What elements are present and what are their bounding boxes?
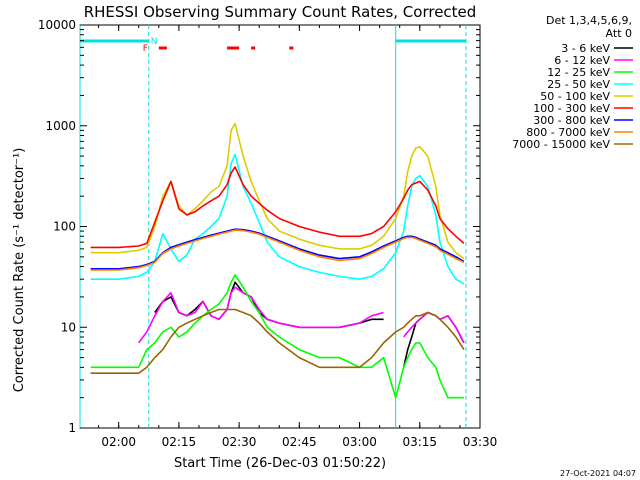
legend-entry-label: 50 - 100 keV <box>540 90 610 103</box>
legend-entry-label: 100 - 300 keV <box>533 102 610 115</box>
x-tick-label: 02:30 <box>222 435 257 449</box>
legend-header-line: Det 1,3,4,5,6,9, <box>546 14 632 27</box>
y-tick-label: 100 <box>53 220 76 234</box>
series-line-8 <box>90 308 465 374</box>
x-axis-label: Start Time (26-Dec-03 01:50:22) <box>174 456 386 471</box>
legend-header-line: Att 0 <box>606 27 632 40</box>
y-tick-label: 1 <box>68 421 76 435</box>
x-tick-label: 02:15 <box>162 435 197 449</box>
legend-entry-label: 12 - 25 keV <box>547 66 610 79</box>
x-tick-label: 02:00 <box>101 435 136 449</box>
x-tick-label: 03:30 <box>463 435 498 449</box>
series-line-2 <box>90 274 464 399</box>
y-tick-label: 10 <box>61 320 76 334</box>
legend-entry-label: 300 - 800 keV <box>533 114 610 127</box>
axes: 02:00 02:15 02:30 02:45 03:00 03:15 03:30 1 10 10… <box>38 18 497 449</box>
legend-entry-label: 800 - 7000 keV <box>526 126 610 139</box>
y-tick-label: 1000 <box>45 119 76 133</box>
flare-label: F <box>143 44 148 54</box>
night-label: N <box>151 37 158 47</box>
y-tick-label: 10000 <box>38 18 76 32</box>
legend-entry-label: 25 - 50 keV <box>547 78 610 91</box>
x-tick-label: 03:15 <box>402 435 437 449</box>
x-tick-label: 03:00 <box>342 435 377 449</box>
series-layer <box>90 122 465 399</box>
x-tick-label: 02:45 <box>282 435 317 449</box>
y-axis-label: Corrected Count Rate (s⁻¹ detector⁻¹) <box>12 148 27 393</box>
series-line-6 <box>90 228 465 270</box>
legend-entry-label: 6 - 12 keV <box>554 54 610 67</box>
legend-entry-label: 3 - 6 keV <box>561 42 610 55</box>
footer-timestamp: 27-Oct-2021 04:07 <box>560 469 636 478</box>
series-line-7 <box>90 229 465 271</box>
legend-entry-label: 7000 - 15000 keV <box>512 138 610 151</box>
chart-title: RHESSI Observing Summary Count Rates, Co… <box>84 3 477 21</box>
series-line-5 <box>90 166 465 249</box>
series-line-3 <box>90 153 465 285</box>
